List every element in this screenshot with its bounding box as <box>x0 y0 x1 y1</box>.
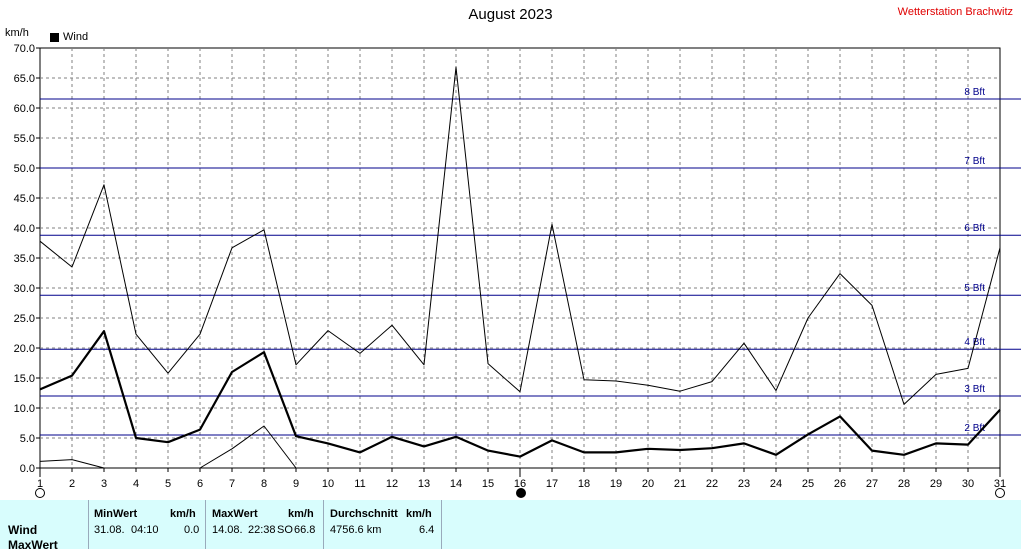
avg-unit: km/h <box>406 508 432 520</box>
x-tick-label: 21 <box>674 478 686 490</box>
x-tick-label: 28 <box>898 478 910 490</box>
max-header: MaxWert <box>212 508 258 520</box>
x-tick-label: 23 <box>738 478 750 490</box>
full-moon-icon <box>35 488 45 498</box>
x-tick-label: 5 <box>165 478 171 490</box>
x-tick-label: 20 <box>642 478 654 490</box>
stats-separator <box>323 500 324 549</box>
y-tick-label: 50.0 <box>14 163 35 175</box>
series-line <box>199 425 297 469</box>
stats-row-label: Wind <box>8 523 38 537</box>
y-tick-label: 55.0 <box>14 133 35 145</box>
stats-panel <box>0 500 1021 549</box>
x-tick-label: 16 <box>514 478 526 490</box>
beaufort-label: 7 Bft <box>964 156 985 167</box>
stats-row-label: MaxWert <box>8 538 58 552</box>
y-tick-label: 20.0 <box>14 343 35 355</box>
y-tick-label: 0.0 <box>20 463 35 475</box>
max-time: 22:38 <box>248 524 276 536</box>
full-moon-icon <box>995 488 1005 498</box>
x-tick-label: 17 <box>546 478 558 490</box>
x-tick-label: 9 <box>293 478 299 490</box>
min-header: MinWert <box>94 508 138 520</box>
x-tick-label: 10 <box>322 478 334 490</box>
y-tick-label: 15.0 <box>14 373 35 385</box>
x-tick-label: 3 <box>101 478 107 490</box>
series-line <box>39 66 1001 405</box>
y-tick-label: 5.0 <box>20 433 35 445</box>
min-unit: km/h <box>170 508 196 520</box>
max-direction: SO <box>277 524 293 536</box>
beaufort-label: 8 Bft <box>964 87 985 98</box>
x-tick-label: 15 <box>482 478 494 490</box>
x-tick-label: 2 <box>69 478 75 490</box>
max-date: 14.08. <box>212 524 243 536</box>
y-tick-label: 35.0 <box>14 253 35 265</box>
y-tick-label: 25.0 <box>14 313 35 325</box>
legend-swatch <box>50 32 59 42</box>
max-value: 66.8 <box>294 524 316 536</box>
x-tick-label: 14 <box>450 478 462 490</box>
stats-separator <box>441 500 442 549</box>
beaufort-label: 6 Bft <box>964 223 985 234</box>
x-tick-label: 12 <box>386 478 398 490</box>
beaufort-label: 3 Bft <box>964 384 985 395</box>
x-tick-label: 27 <box>866 478 878 490</box>
max-unit: km/h <box>288 508 314 520</box>
min-date: 31.08. <box>94 524 125 536</box>
x-tick-label: 18 <box>578 478 590 490</box>
avg-header: Durchschnitt <box>330 508 398 520</box>
x-tick-label: 11 <box>354 478 365 490</box>
x-tick-label: 19 <box>610 478 622 490</box>
y-tick-label: 10.0 <box>14 403 35 415</box>
legend-label: Wind <box>63 31 89 43</box>
x-tick-label: 24 <box>770 478 782 490</box>
x-tick-label: 29 <box>930 478 942 490</box>
x-tick-label: 4 <box>133 478 139 490</box>
y-tick-label: 65.0 <box>14 73 35 85</box>
x-tick-label: 26 <box>834 478 846 490</box>
x-tick-label: 30 <box>962 478 974 490</box>
avg-distance: 4756.6 km <box>330 524 382 536</box>
x-tick-label: 22 <box>706 478 718 490</box>
y-tick-label: 70.0 <box>14 43 35 55</box>
x-tick-label: 13 <box>418 478 430 490</box>
x-tick-label: 7 <box>229 478 235 490</box>
chart-title: August 2023 <box>468 6 553 23</box>
avg-value: 6.4 <box>419 524 435 536</box>
x-tick-label: 31 <box>994 478 1006 490</box>
new-moon-icon <box>516 488 526 498</box>
beaufort-label: 5 Bft <box>964 283 985 294</box>
y-tick-label: 30.0 <box>14 283 35 295</box>
y-tick-label: 40.0 <box>14 223 35 235</box>
x-tick-label: 25 <box>802 478 814 490</box>
stats-separator <box>205 500 206 549</box>
series-line <box>39 459 105 469</box>
series-line-wind <box>39 330 1001 458</box>
x-tick-label: 1 <box>37 478 43 490</box>
min-time: 04:10 <box>131 524 159 536</box>
y-tick-label: 60.0 <box>14 103 35 115</box>
legend: Wind <box>50 31 88 43</box>
stats-separator <box>88 500 89 549</box>
y-tick-label: 45.0 <box>14 193 35 205</box>
x-tick-label: 8 <box>261 478 267 490</box>
y-axis-unit: km/h <box>5 27 29 39</box>
beaufort-label: 2 Bft <box>964 423 985 434</box>
station-name: Wetterstation Brachwitz <box>897 6 1013 18</box>
min-value: 0.0 <box>184 524 200 536</box>
x-tick-label: 6 <box>197 478 203 490</box>
